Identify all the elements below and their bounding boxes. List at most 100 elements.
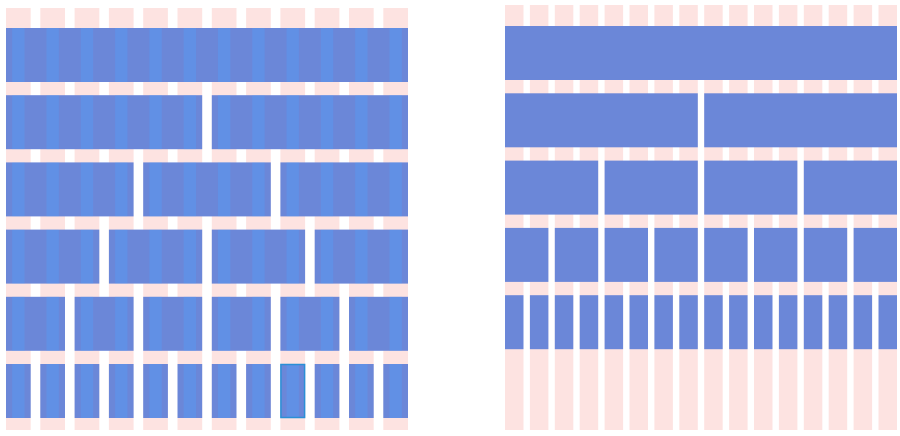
column-overlay	[115, 364, 128, 418]
column-overlay	[46, 95, 59, 150]
grid-block	[529, 295, 549, 350]
column-overlay	[286, 229, 299, 284]
column-overlay	[286, 364, 299, 418]
column-overlay	[217, 28, 231, 82]
column-overlay	[389, 95, 402, 150]
column-overlay	[355, 95, 368, 150]
grid-block	[383, 364, 408, 418]
grid-block	[554, 227, 599, 282]
column-overlay	[12, 229, 25, 284]
grid-block	[679, 295, 698, 350]
grid-block	[754, 227, 798, 282]
grid-block	[629, 295, 648, 350]
grid-block	[604, 227, 648, 282]
grid-block	[505, 295, 524, 350]
grid-block	[143, 364, 168, 418]
grid-block	[778, 295, 798, 350]
column-overlay	[286, 296, 299, 351]
column-overlay	[46, 296, 59, 351]
column-overlay	[183, 28, 197, 82]
column-overlay	[46, 28, 59, 82]
grid-block	[579, 295, 599, 350]
column-overlay	[149, 162, 162, 217]
grid-block	[280, 162, 408, 217]
column-overlay	[252, 296, 265, 351]
grid-block	[177, 364, 203, 418]
grid-block	[349, 296, 408, 351]
grid-block	[704, 295, 723, 350]
grid-block	[604, 295, 624, 350]
grid-block	[878, 295, 897, 350]
column-overlay	[252, 229, 265, 284]
grid-block	[280, 364, 306, 418]
column-overlay	[12, 296, 25, 351]
column-overlay	[320, 95, 334, 150]
grid-block	[505, 93, 698, 148]
column-overlay	[355, 162, 368, 217]
column-overlay	[320, 229, 334, 284]
column-overlay	[80, 229, 94, 284]
column-overlay	[80, 162, 94, 217]
grid-block	[505, 26, 897, 80]
column-overlay	[355, 28, 368, 82]
column-overlay	[149, 28, 162, 82]
grid-block	[704, 93, 897, 148]
grid-block	[40, 364, 65, 418]
column-overlay	[320, 162, 334, 217]
grid-block	[6, 162, 134, 217]
column-overlay	[80, 95, 94, 150]
column-overlay	[217, 95, 231, 150]
grid-block	[108, 364, 134, 418]
grid-block	[654, 227, 698, 282]
column-overlay	[320, 296, 334, 351]
column-overlay	[46, 162, 59, 217]
grid-block	[604, 160, 698, 215]
selected-block	[280, 363, 306, 419]
column-overlay	[355, 364, 368, 418]
grid-block	[143, 296, 203, 351]
column-overlay	[355, 296, 368, 351]
grid-block	[349, 364, 374, 418]
column-overlay	[80, 296, 94, 351]
column-overlay	[286, 95, 299, 150]
column-overlay	[12, 162, 25, 217]
column-overlay	[46, 364, 59, 418]
grid-block	[211, 229, 306, 284]
grid-block	[108, 229, 203, 284]
column-overlay	[12, 28, 25, 82]
grid-block	[704, 160, 798, 215]
grid-block	[314, 364, 340, 418]
column-overlay	[389, 162, 402, 217]
column-overlay	[252, 28, 265, 82]
column-overlay	[115, 162, 128, 217]
grid-block	[654, 295, 673, 350]
column-overlay	[149, 95, 162, 150]
column-overlay	[80, 364, 94, 418]
column-overlay	[217, 364, 231, 418]
grid-block	[505, 160, 599, 215]
column-overlay	[149, 229, 162, 284]
column-overlay	[12, 364, 25, 418]
column-overlay	[183, 95, 197, 150]
column-overlay	[389, 28, 402, 82]
grid-block	[729, 295, 748, 350]
column-overlay	[389, 229, 402, 284]
column-overlay	[217, 162, 231, 217]
column-overlay	[389, 296, 402, 351]
grid-block	[853, 227, 897, 282]
grid-block	[554, 295, 574, 350]
column-overlay	[183, 296, 197, 351]
grid-block	[211, 364, 237, 418]
grid-block	[803, 227, 848, 282]
column-overlay	[149, 296, 162, 351]
column-overlay	[12, 95, 25, 150]
grid-block	[246, 364, 271, 418]
column-overlay	[183, 162, 197, 217]
column-overlay	[217, 296, 231, 351]
grid-block	[704, 227, 748, 282]
grid-block	[754, 295, 773, 350]
grid-block	[314, 229, 408, 284]
column-overlay	[389, 364, 402, 418]
column-overlay	[115, 28, 128, 82]
